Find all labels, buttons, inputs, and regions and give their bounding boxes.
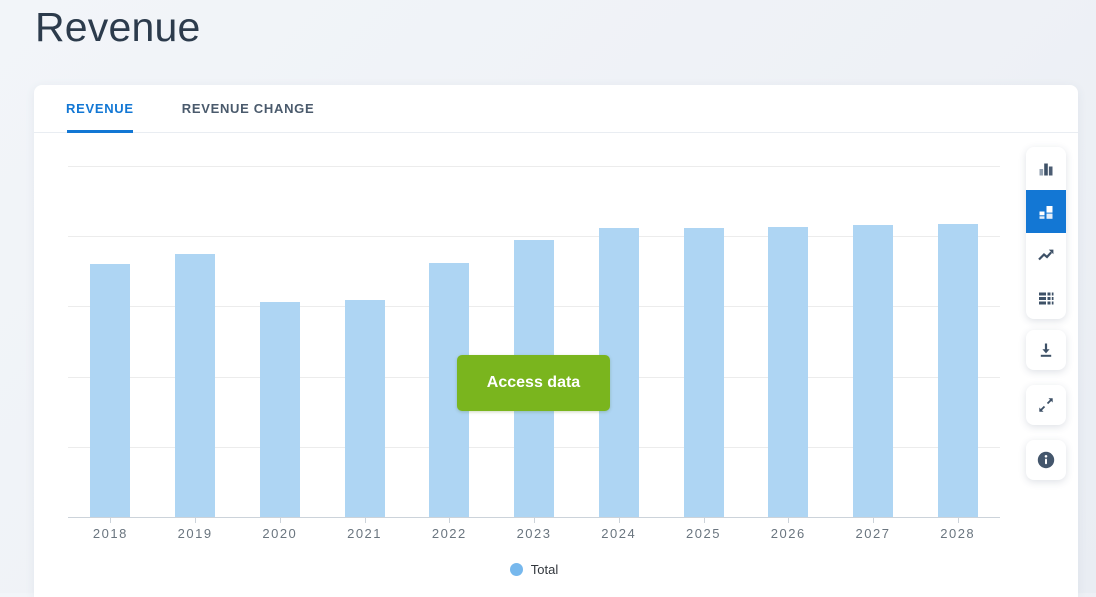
bar-slot-2028: 2028 [915, 166, 1000, 541]
x-axis-tick [110, 517, 112, 523]
line-chart-icon [1037, 246, 1055, 264]
chart-toolbar [1026, 147, 1066, 495]
gridline [68, 236, 1000, 238]
bar-2020[interactable] [259, 302, 300, 517]
tab-revenue-change[interactable]: REVENUE CHANGE [181, 101, 315, 116]
stacked-column-chart-icon [1037, 203, 1055, 221]
fullscreen-button[interactable] [1026, 385, 1066, 425]
info-button[interactable] [1026, 440, 1066, 480]
bar-2018[interactable] [90, 264, 131, 517]
bar-slot-2024: 2024 [576, 166, 661, 541]
legend-item-total[interactable]: Total [68, 559, 1000, 579]
page-title: Revenue [35, 4, 201, 50]
chart-type-group [1026, 147, 1066, 319]
x-axis-tick [618, 517, 620, 523]
x-axis-label-2023: 2023 [516, 526, 552, 541]
x-axis-tick [195, 517, 197, 523]
x-axis-label-2021: 2021 [347, 526, 383, 541]
download-icon [1037, 341, 1055, 359]
column-chart-button[interactable] [1026, 147, 1066, 190]
x-axis-tick [279, 517, 281, 523]
bar-2019[interactable] [175, 254, 216, 517]
access-data-button[interactable]: Access data [457, 355, 610, 411]
x-axis-label-2024: 2024 [601, 526, 637, 541]
chart-card: REVENUE REVENUE CHANGE 2018 2019 2020 2021 2… [34, 85, 1078, 597]
x-axis-label-2025: 2025 [686, 526, 721, 541]
bar-2025[interactable] [683, 227, 724, 517]
x-axis-label-2022: 2022 [431, 526, 467, 541]
x-axis-label-2026: 2026 [770, 526, 806, 541]
legend-label: Total [530, 561, 559, 577]
x-axis-tick [364, 517, 366, 523]
bar-slot-2019: 2019 [153, 166, 238, 541]
tab-bar: REVENUE REVENUE CHANGE [34, 85, 1078, 133]
bar-slot-2025: 2025 [661, 166, 746, 541]
column-chart-icon [1037, 160, 1055, 178]
stacked-column-chart-button[interactable] [1026, 190, 1066, 233]
fullscreen-icon [1037, 396, 1055, 414]
bar-2021[interactable] [344, 300, 385, 517]
bar-slot-2026: 2026 [746, 166, 831, 541]
line-chart-button[interactable] [1026, 233, 1066, 276]
download-button[interactable] [1026, 330, 1066, 370]
bar-2028[interactable] [937, 223, 978, 517]
x-axis-tick [449, 517, 451, 523]
x-axis-tick [872, 517, 874, 523]
x-axis-label-2020: 2020 [262, 526, 298, 541]
plot-area: 2018 2019 2020 2021 2022 2023 2024 2025 2026 2027… [68, 166, 1000, 541]
x-axis-tick [534, 517, 536, 523]
bar-2026[interactable] [768, 226, 809, 517]
bar-series-total: 2018 2019 2020 2021 2022 2023 2024 2025 2026 2027… [68, 166, 1000, 541]
x-axis-label-2028: 2028 [940, 526, 976, 541]
x-axis-label-2027: 2027 [855, 526, 891, 541]
bar-slot-2020: 2020 [237, 166, 322, 541]
table-view-icon [1037, 289, 1055, 307]
legend-dot-icon [509, 562, 523, 576]
tab-revenue[interactable]: REVENUE [66, 85, 134, 133]
bar-slot-2021: 2021 [322, 166, 407, 541]
bar-slot-2022: 2022 [407, 166, 492, 541]
bar-slot-2018: 2018 [68, 166, 153, 541]
x-axis-tick [788, 517, 790, 523]
x-axis-tick [957, 517, 959, 523]
x-axis-label-2019: 2019 [177, 526, 213, 541]
bar-2027[interactable] [852, 224, 893, 517]
bar-slot-2023: 2023 [492, 166, 577, 541]
x-axis-label-2018: 2018 [92, 526, 128, 541]
info-icon [1036, 450, 1056, 470]
bar-slot-2027: 2027 [831, 166, 916, 541]
table-view-button[interactable] [1026, 276, 1066, 319]
x-axis-tick [703, 517, 705, 523]
gridline [68, 166, 1000, 167]
